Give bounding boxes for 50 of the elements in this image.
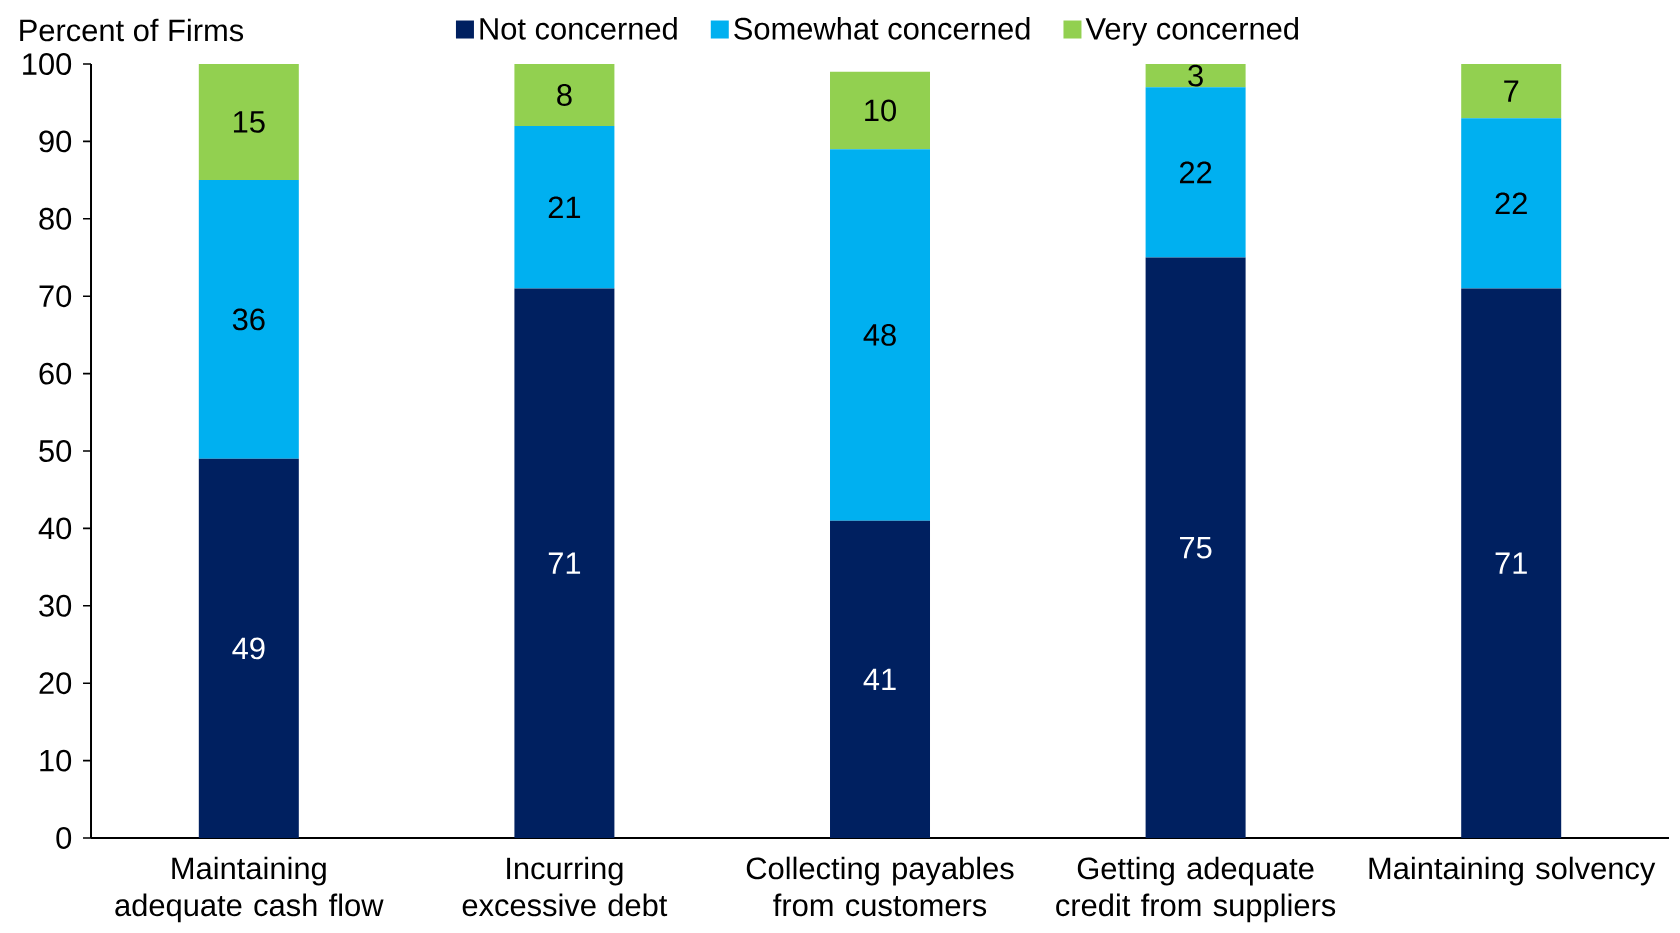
data-label: 71 bbox=[548, 552, 581, 575]
bar bbox=[1145, 64, 1246, 88]
legend-label: Not concerned bbox=[480, 17, 677, 40]
y-tick-label: 0 bbox=[56, 827, 72, 850]
data-label: 22 bbox=[1495, 192, 1527, 215]
bar bbox=[1145, 87, 1246, 258]
y-tick-label: 80 bbox=[39, 208, 72, 230]
y-tick-label: 20 bbox=[39, 672, 72, 695]
bar bbox=[514, 126, 615, 289]
bar bbox=[514, 64, 615, 127]
y-tick-label: 90 bbox=[39, 130, 72, 153]
y-tick-label: 60 bbox=[39, 362, 72, 385]
legend-label: Very concerned bbox=[1085, 17, 1299, 46]
legend-label: Somewhat concerned bbox=[734, 17, 1030, 40]
data-label: 48 bbox=[863, 324, 896, 347]
data-label: 22 bbox=[1179, 161, 1212, 184]
bar bbox=[198, 64, 299, 181]
y-tick-label: 50 bbox=[39, 440, 72, 463]
x-tick-label: Getting adequate credit from suppliers bbox=[1056, 856, 1336, 923]
x-tick-label: Maintaining solvency bbox=[1369, 856, 1656, 886]
data-label: 71 bbox=[1495, 552, 1527, 575]
y-tick-label: 100 bbox=[23, 53, 72, 76]
y-axis-title: Percent of Firms bbox=[20, 18, 244, 42]
bar bbox=[198, 458, 299, 839]
bar bbox=[198, 180, 299, 459]
bar bbox=[1461, 288, 1562, 839]
bar bbox=[1461, 118, 1562, 289]
y-tick-label: 70 bbox=[39, 285, 72, 308]
data-label: 41 bbox=[863, 668, 896, 691]
data-label: 36 bbox=[232, 308, 265, 331]
data-label: 3 bbox=[1188, 64, 1203, 87]
bar bbox=[514, 288, 615, 839]
x-tick-label: Collecting payables from customers bbox=[746, 856, 1014, 917]
bar bbox=[1145, 257, 1246, 839]
bar bbox=[830, 149, 931, 521]
y-tick-label: 40 bbox=[38, 517, 72, 540]
y-tick-label: 30 bbox=[39, 595, 72, 617]
data-label: 10 bbox=[865, 99, 896, 122]
data-label: 15 bbox=[233, 111, 265, 133]
data-label: 7 bbox=[1504, 80, 1519, 102]
x-tick-label: Maintaining adequate cash flow bbox=[115, 856, 384, 923]
data-label: 21 bbox=[548, 196, 581, 219]
y-tick-label: 10 bbox=[40, 749, 72, 772]
data-label: 8 bbox=[557, 84, 572, 107]
bar bbox=[1461, 64, 1562, 119]
data-label: 49 bbox=[232, 637, 265, 660]
bar bbox=[830, 520, 931, 839]
x-tick-label: Incurring excessive debt bbox=[462, 856, 668, 917]
data-label: 75 bbox=[1180, 537, 1212, 559]
bar bbox=[830, 71, 931, 150]
